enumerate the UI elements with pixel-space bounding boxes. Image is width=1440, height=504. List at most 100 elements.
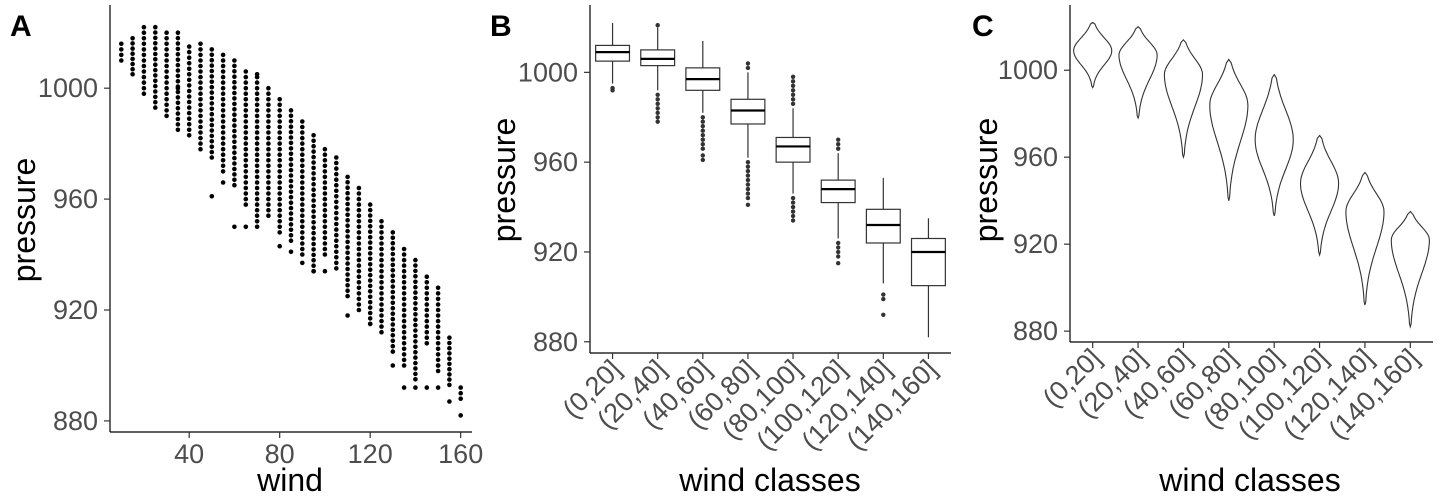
panel-a-point: [153, 51, 158, 57]
panel-a-point: [220, 63, 226, 69]
panel-a-point: [277, 163, 283, 169]
panel-b-outlier: [700, 128, 706, 133]
panel-a-point: [435, 296, 441, 302]
panel-a-point: [254, 97, 260, 102]
panel-a-point: [311, 225, 316, 230]
panel-a-point: [367, 267, 373, 273]
panel-a-point: [390, 316, 396, 322]
panel-a-point: [311, 268, 316, 274]
panel-a-point: [447, 356, 452, 362]
panel-a-point: [300, 130, 305, 135]
panel-a-point: [345, 218, 350, 223]
panel-a-point: [175, 35, 181, 41]
panel-a-point: [424, 274, 430, 280]
panel-a-point: [367, 213, 373, 218]
panel-a-point: [390, 333, 396, 338]
panel-a-point: [435, 346, 441, 352]
panel-b-outlier: [745, 182, 751, 187]
panel-a-point: [266, 213, 271, 218]
panel-a-point: [119, 58, 124, 63]
panel-b-outlier: [745, 191, 751, 196]
panel-a-point: [277, 124, 283, 130]
panel-a-point: [277, 196, 283, 202]
panel-a-point: [175, 46, 181, 52]
panel-a-point: [266, 130, 271, 135]
panel-a-point: [390, 338, 396, 344]
panel-a-point: [186, 121, 192, 127]
panel-a-point: [345, 207, 350, 212]
panel-a-point: [220, 152, 226, 157]
panel-b-outlier: [790, 195, 796, 201]
panel-a-point: [311, 220, 316, 225]
panel-a-point: [401, 257, 407, 263]
panel-a-point: [277, 97, 283, 102]
panel-a-point: [334, 177, 339, 182]
panel-a-point: [130, 41, 135, 46]
panel-a-point: [401, 302, 407, 307]
panel-a-point: [209, 84, 215, 90]
panel-a-point: [243, 163, 249, 169]
panel-a-point: [334, 210, 339, 216]
panel-a-point: [300, 202, 305, 207]
panel-a-point: [288, 124, 294, 129]
panel-a-point: [175, 52, 181, 57]
panel-a-point: [367, 272, 373, 278]
panel-a-point: [266, 191, 271, 196]
panel-a-point: [413, 328, 418, 333]
panel-a-point: [300, 124, 305, 130]
panel-a-point: [243, 74, 249, 80]
panel-a-point: [266, 158, 271, 163]
panel-a-point: [175, 57, 181, 62]
panel-a-point: [254, 135, 260, 141]
panel-a-point: [277, 130, 283, 135]
panel-a-point: [130, 66, 135, 72]
panel-a-point: [232, 74, 237, 79]
panel-a-point: [254, 158, 260, 163]
panel-a-point: [277, 213, 283, 218]
panel-b-outlier: [790, 204, 796, 210]
panel-a-point: [379, 219, 384, 224]
panel-a-point: [130, 72, 135, 77]
panel-a-point: [209, 63, 215, 68]
panel-a-point: [243, 130, 249, 135]
panel-a-point: [130, 51, 135, 56]
panel-a-point: [379, 235, 384, 241]
panel-a-point: [322, 174, 328, 180]
panel-a-axes: 40 80 120 160 880 920 960 1000: [38, 5, 483, 469]
panel-a-point: [322, 224, 328, 230]
panel-a-point: [356, 185, 362, 191]
panel-a-point: [356, 257, 362, 263]
panel-a-point: [266, 119, 271, 124]
panel-a-point: [254, 108, 260, 113]
panel-a-point: [345, 201, 350, 207]
panel-a-point: [254, 141, 260, 146]
panel-a-point: [413, 371, 418, 377]
panel-a-point: [379, 318, 384, 324]
panel-a-point: [379, 280, 384, 285]
panel-a-point: [379, 257, 384, 263]
panel-a-point: [153, 62, 158, 67]
panel-a-point: [243, 119, 249, 124]
panel-a-point: [119, 41, 124, 47]
panel-a-point: [254, 191, 260, 196]
panel-a-point: [356, 219, 362, 224]
panel-a-point: [390, 300, 396, 306]
panel-a-point: [367, 224, 373, 229]
panel-b-outlier: [655, 110, 660, 116]
panel-a-point: [209, 74, 215, 79]
panel-a-point: [186, 72, 192, 77]
panel-a-point: [322, 191, 328, 196]
panel-a-point: [424, 341, 430, 346]
panel-a-point: [413, 312, 418, 317]
panel-b-outlier: [790, 74, 796, 80]
panel-a-point: [232, 155, 237, 161]
panel-c-violin: [1299, 134, 1340, 258]
panel-a-point: [401, 268, 407, 274]
panel-b-box: [775, 136, 811, 163]
panel-c-y-tick-label: 960: [1013, 142, 1058, 172]
panel-b-outlier: [745, 186, 751, 192]
panel-a-point: [447, 377, 452, 382]
panel-a-point: [424, 291, 430, 296]
panel-a-point: [164, 91, 169, 96]
